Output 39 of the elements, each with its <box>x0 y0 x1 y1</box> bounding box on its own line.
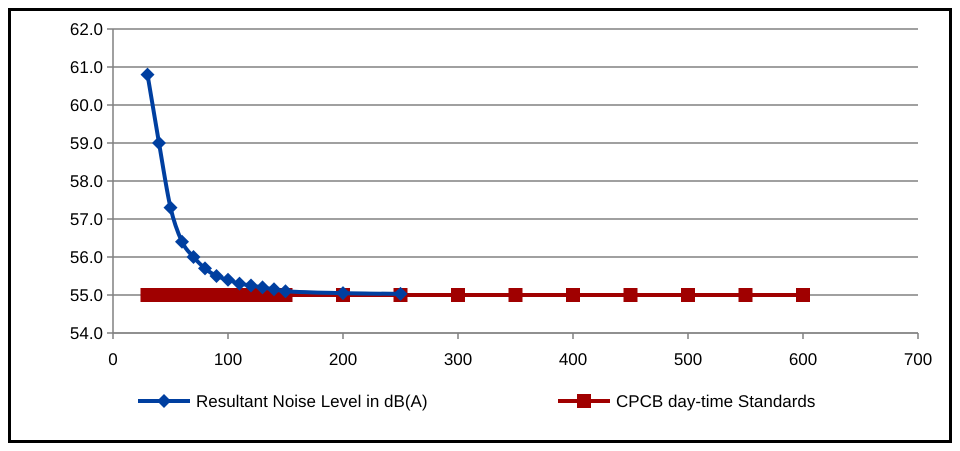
point <box>152 136 166 150</box>
point <box>198 261 212 276</box>
point <box>278 284 292 298</box>
point <box>244 278 258 292</box>
x-tick-label: 400 <box>558 350 588 369</box>
x-tick-label: 300 <box>444 350 472 369</box>
y-tick-label: 60.0 <box>70 96 103 115</box>
point <box>566 288 580 302</box>
x-tick-label: 500 <box>674 350 702 369</box>
y-tick-label: 55.0 <box>70 286 103 305</box>
y-tick-label: 58.0 <box>70 172 103 191</box>
point <box>738 288 752 302</box>
point <box>796 288 810 302</box>
y-tick-label: 59.0 <box>70 134 103 153</box>
x-tick-label: 100 <box>214 350 242 369</box>
x-tick-label: 700 <box>904 350 932 369</box>
point <box>164 200 178 215</box>
point <box>256 280 270 294</box>
y-tick-label: 56.0 <box>70 248 103 267</box>
point <box>175 234 189 249</box>
point <box>140 68 154 82</box>
y-tick-label: 54.0 <box>70 324 103 343</box>
legend-label: CPCB day-time Standards <box>616 392 816 411</box>
x-tick-label: 200 <box>328 350 358 369</box>
point <box>210 269 224 283</box>
x-tick-label: 0 <box>108 350 118 369</box>
point <box>221 272 235 287</box>
point <box>267 282 281 296</box>
point <box>624 288 638 302</box>
legend-label: Resultant Noise Level in dB(A) <box>196 392 428 411</box>
point <box>508 288 522 302</box>
y-tick-label: 61.0 <box>70 58 103 77</box>
y-tick-label: 57.0 <box>70 210 103 229</box>
point <box>186 250 200 264</box>
point <box>681 288 695 302</box>
x-tick-label: 600 <box>788 350 818 369</box>
y-tick-label: 62.0 <box>70 20 103 39</box>
point <box>451 288 465 302</box>
point <box>232 276 246 291</box>
